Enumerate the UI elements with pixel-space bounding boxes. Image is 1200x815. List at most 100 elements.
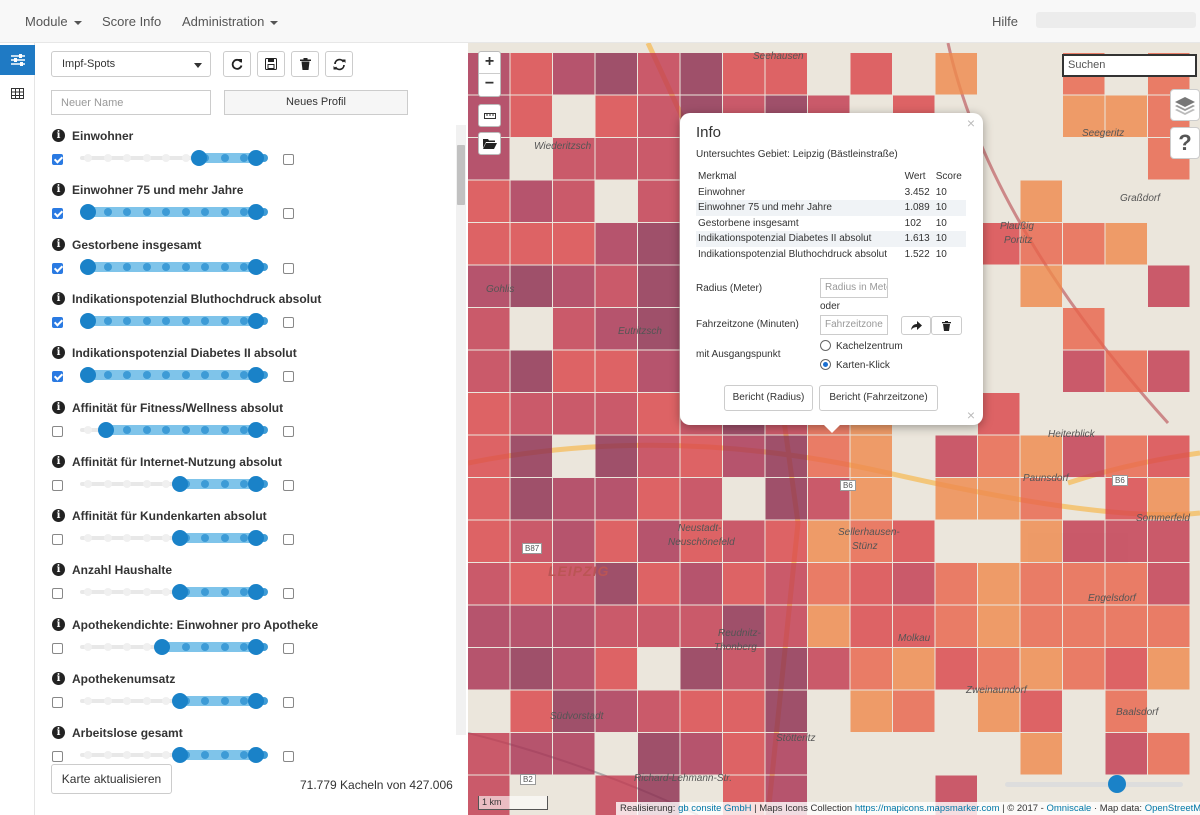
heat-tile[interactable] — [553, 350, 595, 393]
route-button[interactable] — [901, 316, 931, 335]
heat-tile[interactable] — [808, 648, 850, 690]
heat-tile[interactable] — [468, 393, 510, 435]
range-slider[interactable] — [80, 690, 268, 712]
heat-tile[interactable] — [468, 733, 510, 775]
panel-scrollbar[interactable] — [456, 125, 466, 735]
invert-checkbox[interactable] — [283, 316, 294, 328]
heat-tile[interactable] — [595, 690, 638, 733]
heat-tile[interactable] — [850, 605, 893, 648]
heat-tile[interactable] — [935, 478, 978, 520]
map-view[interactable]: Seehausen Seegeritz Wiederitzsch Graßdor… — [468, 43, 1200, 815]
range-slider[interactable] — [80, 581, 268, 603]
info-icon[interactable]: i — [52, 726, 65, 740]
heat-tile[interactable] — [468, 648, 510, 690]
scrollbar-thumb[interactable] — [457, 145, 465, 205]
heat-tile[interactable] — [595, 350, 638, 393]
heat-tile[interactable] — [595, 393, 638, 435]
info-icon[interactable]: i — [52, 509, 65, 523]
heat-tile[interactable] — [1105, 605, 1148, 648]
tab-table[interactable] — [0, 78, 35, 108]
info-icon[interactable]: i — [52, 237, 65, 251]
heat-tile[interactable] — [808, 435, 850, 478]
attr-link[interactable]: https://mapicons.mapsmarker.com — [854, 803, 1000, 814]
heat-tile[interactable] — [510, 180, 553, 223]
slider-handle-low[interactable] — [172, 584, 189, 601]
heat-tile[interactable] — [510, 265, 553, 308]
heat-tile[interactable] — [468, 308, 510, 350]
heat-tile[interactable] — [638, 435, 680, 478]
save-profile-button[interactable] — [257, 51, 285, 77]
heat-tile[interactable] — [1020, 563, 1063, 605]
heat-tile[interactable] — [638, 223, 680, 265]
criterion-checkbox[interactable] — [52, 751, 63, 763]
heat-tile[interactable] — [850, 648, 893, 690]
invert-checkbox[interactable] — [283, 154, 294, 165]
heat-tile[interactable] — [638, 478, 680, 520]
zoom-out-button[interactable]: − — [484, 75, 495, 92]
range-slider[interactable] — [80, 527, 268, 549]
invert-checkbox[interactable] — [283, 208, 294, 220]
heat-tile[interactable] — [638, 95, 680, 138]
range-slider[interactable] — [80, 636, 268, 658]
sync-profile-button[interactable] — [325, 51, 353, 77]
heat-tile[interactable] — [510, 690, 553, 733]
heat-tile[interactable] — [1148, 265, 1190, 308]
heat-tile[interactable] — [808, 605, 850, 648]
invert-checkbox[interactable] — [283, 425, 294, 437]
info-icon[interactable]: i — [52, 617, 65, 631]
zoom-in-button[interactable]: + — [479, 52, 500, 74]
heat-tile[interactable] — [510, 605, 553, 648]
invert-checkbox[interactable] — [283, 479, 294, 491]
heat-tile[interactable] — [765, 648, 808, 690]
slider-handle-high[interactable] — [248, 475, 264, 492]
heat-tile[interactable] — [595, 138, 638, 180]
heat-tile[interactable] — [510, 223, 553, 265]
criterion-checkbox[interactable] — [52, 697, 63, 708]
invert-checkbox[interactable] — [283, 697, 294, 708]
heat-tile[interactable] — [1148, 648, 1190, 690]
heat-tile[interactable] — [553, 648, 595, 690]
slider-handle-high[interactable] — [248, 747, 264, 764]
heat-tile[interactable] — [638, 605, 680, 648]
criterion-checkbox[interactable] — [52, 154, 63, 165]
heat-tile[interactable] — [680, 478, 723, 520]
open-file-button[interactable] — [478, 132, 501, 155]
heat-tile[interactable] — [510, 733, 553, 775]
heat-tile[interactable] — [978, 393, 1020, 435]
criterion-checkbox[interactable] — [52, 588, 63, 600]
info-icon[interactable]: i — [52, 129, 65, 142]
invert-checkbox[interactable] — [283, 751, 294, 763]
nav-help[interactable]: Hilfe — [992, 14, 1019, 29]
nav-module[interactable]: Module — [25, 14, 82, 29]
heat-tile[interactable] — [595, 563, 638, 605]
heat-tile[interactable] — [680, 520, 723, 563]
heat-tile[interactable] — [638, 138, 680, 180]
slider-handle-high[interactable] — [248, 150, 264, 166]
heat-tile[interactable] — [553, 563, 595, 605]
heat-tile[interactable] — [638, 308, 680, 350]
criterion-checkbox[interactable] — [52, 642, 63, 654]
slider-handle-high[interactable] — [248, 530, 264, 547]
heat-tile[interactable] — [638, 393, 680, 435]
heat-tile[interactable] — [1105, 435, 1148, 478]
heat-tile[interactable] — [553, 478, 595, 520]
heat-tile[interactable] — [808, 563, 850, 605]
opacity-slider[interactable] — [1005, 774, 1183, 794]
heat-tile[interactable] — [510, 95, 553, 138]
slider-handle-high[interactable] — [248, 312, 264, 329]
heat-tile[interactable] — [1020, 648, 1063, 690]
heat-tile[interactable] — [1148, 605, 1190, 648]
report-radius-button[interactable]: Bericht (Radius) — [724, 385, 813, 411]
heat-tile[interactable] — [638, 180, 680, 223]
heat-tile[interactable] — [468, 563, 510, 605]
heat-tile[interactable] — [978, 563, 1020, 605]
heat-tile[interactable] — [1020, 605, 1063, 648]
heat-tile[interactable] — [510, 563, 553, 605]
slider-handle-low[interactable] — [153, 638, 170, 655]
radio-tile-center[interactable] — [820, 340, 831, 351]
heat-tile[interactable] — [595, 478, 638, 520]
new-profile-button[interactable]: Neues Profil — [224, 90, 408, 115]
heat-tile[interactable] — [638, 690, 680, 733]
heat-tile[interactable] — [553, 180, 595, 223]
info-icon[interactable]: i — [52, 183, 65, 197]
